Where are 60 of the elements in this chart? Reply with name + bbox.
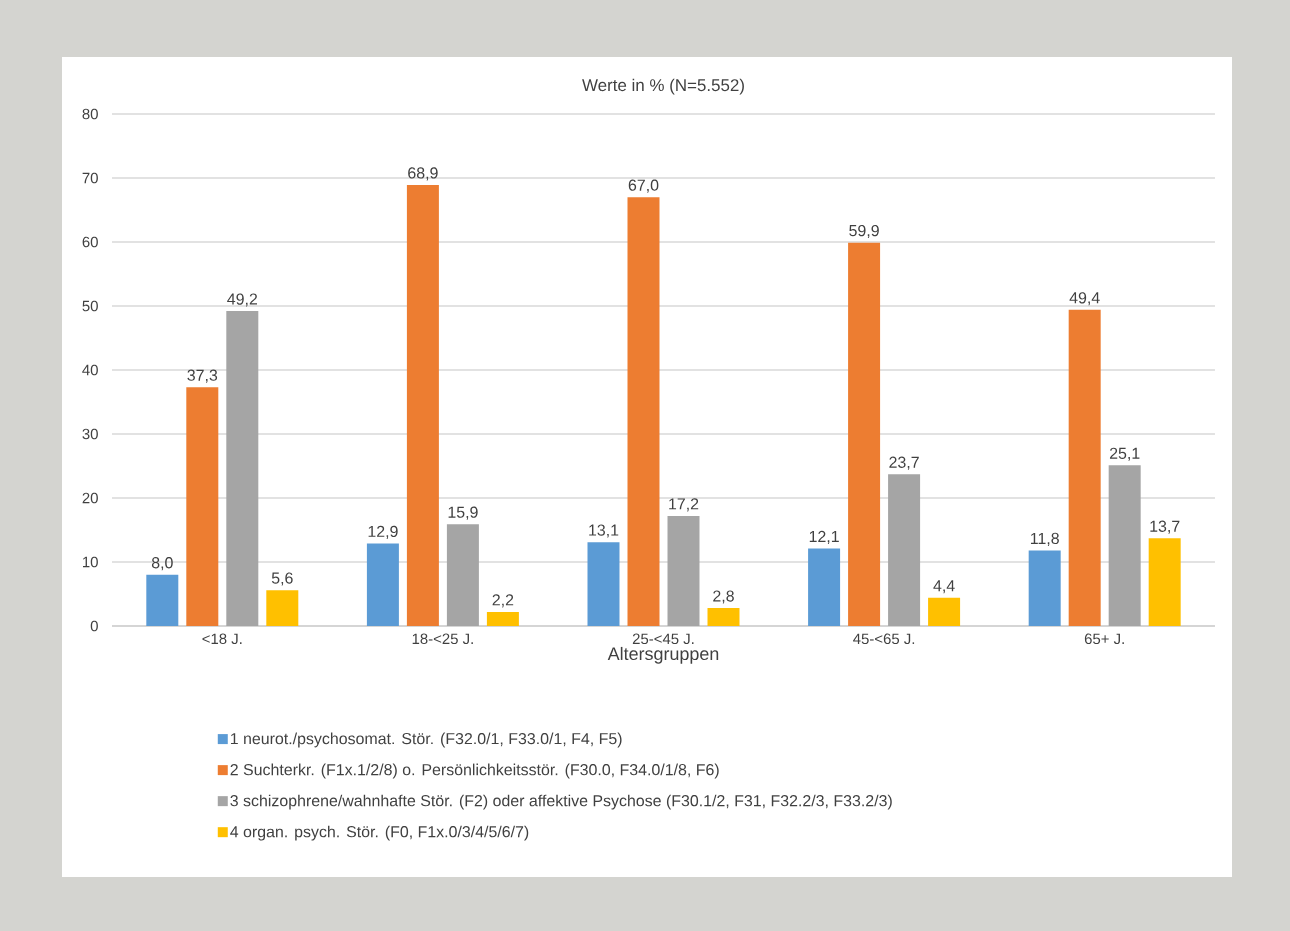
bar	[1068, 309, 1101, 626]
x-tick-label: 45-<65 J.	[853, 633, 915, 645]
legend-label: 3 schizophrene/wahnhafte Stör. (F2) oder affektive Psychose (F30.1/2, F31, F32.2/3, F33.2/3)	[230, 794, 892, 810]
data-label: 13,1	[589, 524, 619, 538]
legend-label: 2 Suchterkr. (F1x.1/2/8) o. Persönlichkeitsstör. (F30.0, F34.0/1/8, F6)	[230, 763, 719, 779]
bar	[928, 597, 961, 626]
data-label: 49,2	[227, 293, 258, 307]
data-label: 59,9	[849, 224, 879, 239]
data-label: 68,9	[408, 167, 438, 181]
data-label: 13,7	[1150, 520, 1180, 534]
y-tick-label: 50	[82, 300, 98, 312]
y-tick-label: 30	[82, 428, 98, 440]
bar	[446, 524, 479, 626]
bar	[667, 515, 700, 626]
data-label: 2,2	[492, 594, 514, 608]
data-label: 11,8	[1030, 532, 1059, 546]
data-label: 12,1	[809, 530, 839, 545]
x-tick-label: <18 J.	[202, 633, 242, 645]
bar	[627, 197, 660, 626]
y-tick-label: 10	[83, 556, 98, 568]
y-tick-label: 40	[82, 364, 98, 376]
bar	[366, 543, 399, 626]
data-label: 23,7	[889, 456, 919, 470]
bar	[146, 574, 179, 626]
data-label: 5,6	[271, 572, 293, 586]
y-tick-label: 20	[82, 492, 98, 504]
data-label: 17,2	[669, 498, 699, 512]
data-label: 25,1	[1109, 447, 1140, 461]
bar	[1148, 538, 1181, 626]
data-label: 8,0	[151, 557, 173, 571]
bar	[266, 590, 299, 626]
bar	[406, 185, 439, 626]
data-label: 12,9	[368, 525, 398, 539]
data-label: 49,4	[1069, 292, 1100, 306]
data-label: 37,3	[187, 369, 218, 383]
bar	[587, 542, 620, 626]
bar	[707, 608, 740, 626]
bar	[1028, 550, 1061, 626]
data-label: 2,8	[713, 590, 734, 604]
y-tick-label: 70	[82, 172, 98, 184]
chart-title: Werte in % (N=5.552)	[582, 78, 744, 95]
data-label: 15,9	[448, 506, 478, 520]
data-label: 4,4	[933, 580, 955, 594]
bar	[186, 387, 219, 626]
bar	[888, 474, 921, 626]
x-tick-label: 18-<25 J.	[412, 633, 473, 645]
x-tick-label: 25-<45 J.	[632, 633, 694, 645]
y-tick-label: 0	[90, 620, 98, 632]
legend-label: 4 organ. psych. Stör. (F0, F1x.0/3/4/5/6/7)	[230, 825, 529, 841]
data-label: 67,0	[628, 179, 659, 193]
y-tick-label: 80	[82, 108, 98, 120]
bar	[1108, 465, 1141, 626]
bar	[226, 311, 259, 626]
legend-label: 1 neurot./psychosomat. Stör. (F32.0/1, F33.0/1, F4, F5)	[230, 732, 622, 748]
x-tick-label: 65+ J.	[1084, 633, 1124, 645]
bar	[848, 242, 881, 626]
bar	[808, 548, 841, 626]
y-tick-label: 60	[82, 236, 98, 248]
bar	[486, 611, 519, 626]
x-axis-title: Altersgruppen	[607, 646, 719, 664]
